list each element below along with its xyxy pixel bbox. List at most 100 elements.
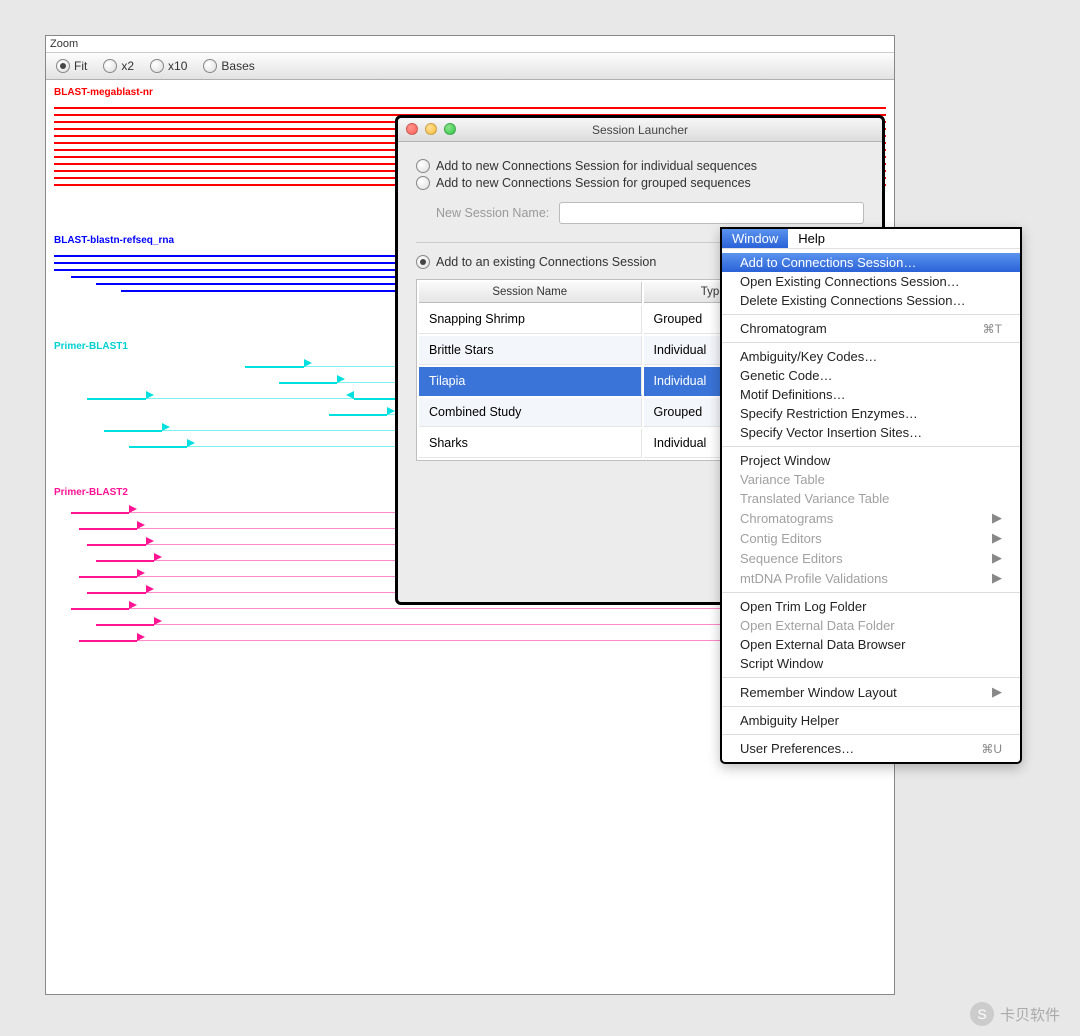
radio-icon <box>56 59 70 73</box>
menu-item-label: Open Trim Log Folder <box>740 599 866 614</box>
alignment-line[interactable] <box>96 283 404 285</box>
radio-label: Add to new Connections Session for indiv… <box>436 159 757 173</box>
menu-item[interactable]: Motif Definitions… <box>722 385 1020 404</box>
menu-item-label: Project Window <box>740 453 830 468</box>
menu-item: Sequence Editors▶ <box>722 548 1020 568</box>
menu-item: Open External Data Folder <box>722 616 1020 635</box>
new-session-name-label: New Session Name: <box>436 206 549 220</box>
zoom-option-label: x10 <box>168 59 187 73</box>
menu-item[interactable]: Ambiguity/Key Codes… <box>722 347 1020 366</box>
chevron-right-icon: ▶ <box>992 530 1002 546</box>
chevron-right-icon: ▶ <box>992 570 1002 586</box>
menu-item-label: Open External Data Folder <box>740 618 895 633</box>
zoom-option-x10[interactable]: x10 <box>150 59 187 73</box>
alignment-line[interactable] <box>71 276 404 278</box>
watermark-icon: S <box>970 1002 994 1026</box>
radio-label: Add to new Connections Session for group… <box>436 176 751 190</box>
menu-shortcut: ⌘T <box>983 322 1002 336</box>
dialog-titlebar: Session Launcher <box>398 118 882 142</box>
radio-icon <box>103 59 117 73</box>
menu-item-label: Translated Variance Table <box>740 491 889 506</box>
zoom-icon[interactable] <box>444 123 456 135</box>
menu-item: Variance Table <box>722 470 1020 489</box>
menu-item-label: User Preferences… <box>740 741 854 756</box>
alignment-line[interactable] <box>54 107 886 109</box>
menu-item[interactable]: Genetic Code… <box>722 366 1020 385</box>
menu-item: Contig Editors ▶ <box>722 528 1020 548</box>
table-header[interactable]: Session Name <box>419 282 642 303</box>
menu-separator <box>722 314 1020 315</box>
menu-item[interactable]: Specify Vector Insertion Sites… <box>722 423 1020 442</box>
menu-shortcut: ⌘U <box>981 742 1002 756</box>
zoom-option-x2[interactable]: x2 <box>103 59 134 73</box>
menu-item[interactable]: Script Window <box>722 654 1020 673</box>
menu-item[interactable]: Open Existing Connections Session… <box>722 272 1020 291</box>
menu-item[interactable]: Remember Window Layout ▶ <box>722 682 1020 702</box>
new-session-name-input[interactable] <box>559 202 864 224</box>
zoom-option-bases[interactable]: Bases <box>203 59 254 73</box>
window-menu: WindowHelp Add to Connections Session… Op… <box>720 227 1022 764</box>
radio-icon <box>416 159 430 173</box>
new-session-name-row: New Session Name: <box>436 202 864 224</box>
menu-item[interactable]: Delete Existing Connections Session… <box>722 291 1020 310</box>
menu-item[interactable]: Project Window <box>722 451 1020 470</box>
menu-item: Translated Variance Table <box>722 489 1020 508</box>
menu-item-label: Variance Table <box>740 472 825 487</box>
zoom-option-label: x2 <box>121 59 134 73</box>
zoom-option-fit[interactable]: Fit <box>56 59 87 73</box>
menu-item-label: Genetic Code… <box>740 368 833 383</box>
menu-item: Chromatograms ▶ <box>722 508 1020 528</box>
traffic-lights <box>406 123 456 135</box>
menu-item-label: Specify Vector Insertion Sites… <box>740 425 922 440</box>
menu-item[interactable]: Ambiguity Helper <box>722 711 1020 730</box>
menu-item[interactable]: Open External Data Browser <box>722 635 1020 654</box>
table-cell: Sharks <box>419 429 642 458</box>
radio-icon <box>203 59 217 73</box>
menu-item[interactable]: Specify Restriction Enzymes… <box>722 404 1020 423</box>
chevron-right-icon: ▶ <box>992 684 1002 700</box>
table-cell: Tilapia <box>419 367 642 396</box>
menu-body: Add to Connections Session… Open Existing… <box>722 249 1020 762</box>
menu-item-label: Open Existing Connections Session… <box>740 274 960 289</box>
track-label-blast-megablast: BLAST-megablast-nr <box>46 85 894 100</box>
menu-separator <box>722 706 1020 707</box>
radio-new-grouped[interactable]: Add to new Connections Session for group… <box>416 176 864 190</box>
menu-item: mtDNA Profile Validations ▶ <box>722 568 1020 588</box>
menu-item-label: Chromatogram <box>740 321 827 336</box>
menu-item-label: mtDNA Profile Validations <box>740 571 888 586</box>
menubar-item-help[interactable]: Help <box>788 229 835 248</box>
menubar: WindowHelp <box>722 229 1020 249</box>
radio-icon <box>150 59 164 73</box>
radio-new-individual[interactable]: Add to new Connections Session for indiv… <box>416 159 864 173</box>
minimize-icon[interactable] <box>425 123 437 135</box>
menu-separator <box>722 592 1020 593</box>
zoom-section-label: Zoom <box>46 36 894 53</box>
menu-item-label: Motif Definitions… <box>740 387 845 402</box>
zoom-toolbar: Fit x2 x10 Bases <box>46 53 894 80</box>
zoom-option-label: Fit <box>74 59 87 73</box>
menu-item-label: Add to Connections Session… <box>740 255 916 270</box>
table-cell: Combined Study <box>419 398 642 427</box>
radio-icon <box>416 255 430 269</box>
menu-item-label: Chromatograms <box>740 511 833 526</box>
menu-item-label: Remember Window Layout <box>740 685 897 700</box>
menu-item-label: Ambiguity/Key Codes… <box>740 349 877 364</box>
menu-item[interactable]: Chromatogram ⌘T <box>722 319 1020 338</box>
menu-item-label: Contig Editors <box>740 531 822 546</box>
menu-item-label: Specify Restriction Enzymes… <box>740 406 918 421</box>
radio-icon <box>416 176 430 190</box>
menu-item[interactable]: User Preferences… ⌘U <box>722 739 1020 758</box>
table-cell: Snapping Shrimp <box>419 305 642 334</box>
zoom-option-label: Bases <box>221 59 254 73</box>
close-icon[interactable] <box>406 123 418 135</box>
menu-item[interactable]: Add to Connections Session… <box>722 253 1020 272</box>
chevron-right-icon: ▶ <box>992 510 1002 526</box>
alignment-line[interactable] <box>121 290 404 292</box>
menu-separator <box>722 342 1020 343</box>
menu-item-label: Delete Existing Connections Session… <box>740 293 965 308</box>
menu-item[interactable]: Open Trim Log Folder <box>722 597 1020 616</box>
dialog-title: Session Launcher <box>592 123 688 137</box>
menu-separator <box>722 677 1020 678</box>
chevron-right-icon: ▶ <box>992 550 1002 566</box>
menubar-item-window[interactable]: Window <box>722 229 788 248</box>
